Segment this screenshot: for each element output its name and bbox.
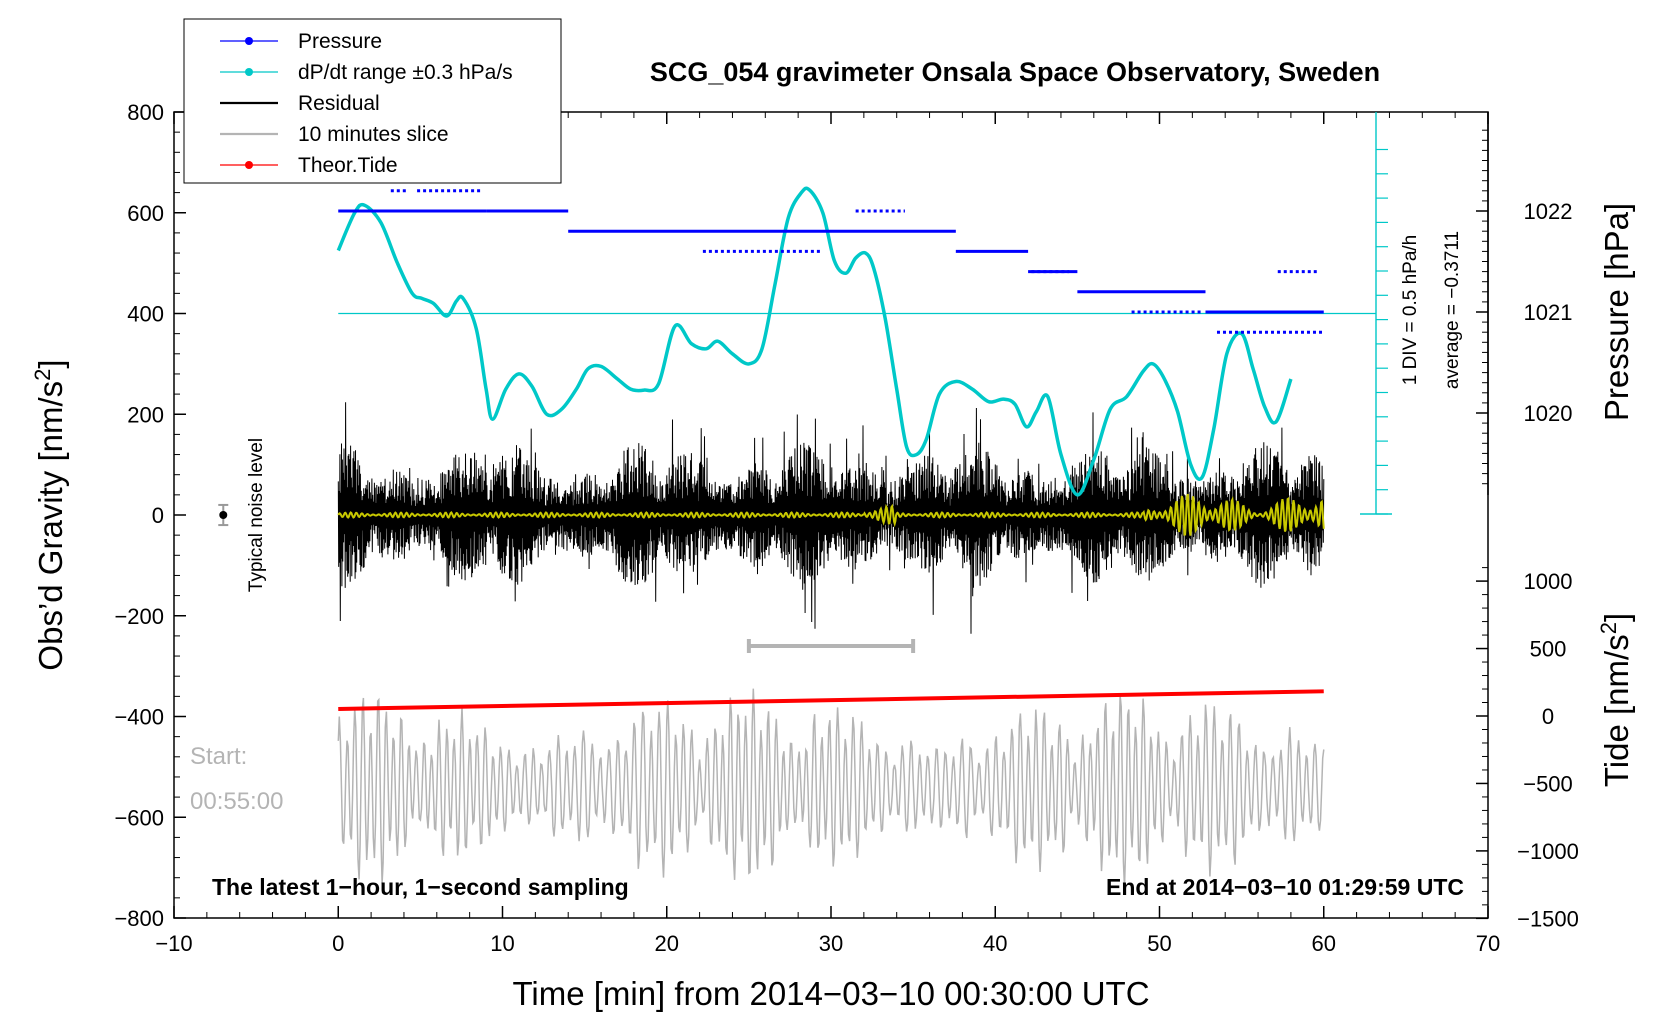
x-axis-title: Time [min] from 2014−03−10 00:30:00 UTC [512,975,1149,1012]
y-tick-label: −200 [114,604,164,629]
pressure-tick-label: 1022 [1524,199,1573,224]
legend-label: Residual [298,92,380,115]
y-tick-label: 800 [127,100,164,125]
legend-marker [245,37,253,45]
x-axis: −10 0 10 20 30 40 50 60 70 [155,112,1500,956]
legend-label: 10 minutes slice [298,123,449,146]
tide-tick-label: −1500 [1517,906,1579,931]
y-axis-left-title: Obs’d Gravity [nm/s2] [30,359,69,670]
tide-tick-label: 0 [1542,704,1554,729]
tide-tick-label: −1000 [1517,839,1579,864]
tide-series [338,689,1324,711]
slice-series [337,688,1325,888]
noise-point [219,511,228,519]
tide-tick-label: 500 [1530,637,1567,662]
tide-tick-label: −500 [1523,771,1573,796]
y-tick-label: −600 [114,805,164,830]
y-tick-label: −800 [114,906,164,931]
average-note: average = −0.3711 [1442,231,1463,389]
slice-line [337,688,1325,888]
pressure-tick-label: 1020 [1524,401,1573,426]
residual-series [337,402,1325,634]
pressure-tick-label: 1021 [1524,300,1573,325]
y-axis-left: 800 600 400 200 0 −200 −400 −600 −800 [114,100,186,931]
residual-line [337,402,1325,634]
legend: Pressure dP/dt range ±0.3 hPa/s Residual 10… [183,18,562,184]
scale-note: 1 DIV = 0.5 hPa/h [1400,235,1421,386]
slice-bracket [746,639,916,653]
legend-box [183,18,562,184]
residual-filtered-series [337,493,1325,536]
y-tick-label: 400 [127,302,164,327]
legend-label: Theor.Tide [298,154,398,177]
y-tick-label: 200 [127,402,164,427]
x-tick-label: 60 [1312,931,1336,956]
y-axis-tide-title: Tide [nm/s2] [1596,613,1635,787]
y-tick-label: 600 [127,201,164,226]
legend-marker [245,161,253,169]
y-tick-label: 0 [152,503,164,528]
legend-marker [245,68,253,76]
x-tick-label: −10 [155,931,192,956]
y-axis-pressure-title: Pressure [hPa] [1598,203,1635,421]
legend-label: Pressure [298,30,382,53]
x-tick-label: 10 [490,931,514,956]
bottom-right-note: End at 2014−03−10 01:29:59 UTC [1106,874,1464,900]
chart-title: SCG_054 gravimeter Onsala Space Observat… [650,57,1380,87]
y-tick-label: −400 [114,705,164,730]
legend-label: dP/dt range ±0.3 hPa/s [298,61,513,84]
y-axis-pressure: 1022 1021 1020 [1476,112,1572,495]
x-tick-label: 40 [983,931,1007,956]
y-axis-tide: 1000 500 0 −500 −1000 −1500 [1476,567,1579,931]
x-tick-label: 50 [1147,931,1171,956]
dpdt-series [336,186,1293,497]
bottom-left-note: The latest 1−hour, 1−second sampling [212,874,629,900]
dpdt-line [336,186,1293,497]
start-label: Start: [190,743,247,770]
start-time: 00:55:00 [190,788,283,815]
pressure-series [338,189,1324,334]
residual-filtered-line [337,493,1325,536]
noise-level-marker [218,503,229,527]
noise-level-label: Typical noise level [246,438,267,592]
x-tick-label: 0 [332,931,344,956]
tide-line [338,689,1324,711]
dpdt-axis [338,112,1392,515]
x-tick-label: 70 [1476,931,1500,956]
x-tick-label: 20 [655,931,679,956]
tide-tick-label: 1000 [1524,569,1573,594]
x-tick-label: 30 [819,931,843,956]
